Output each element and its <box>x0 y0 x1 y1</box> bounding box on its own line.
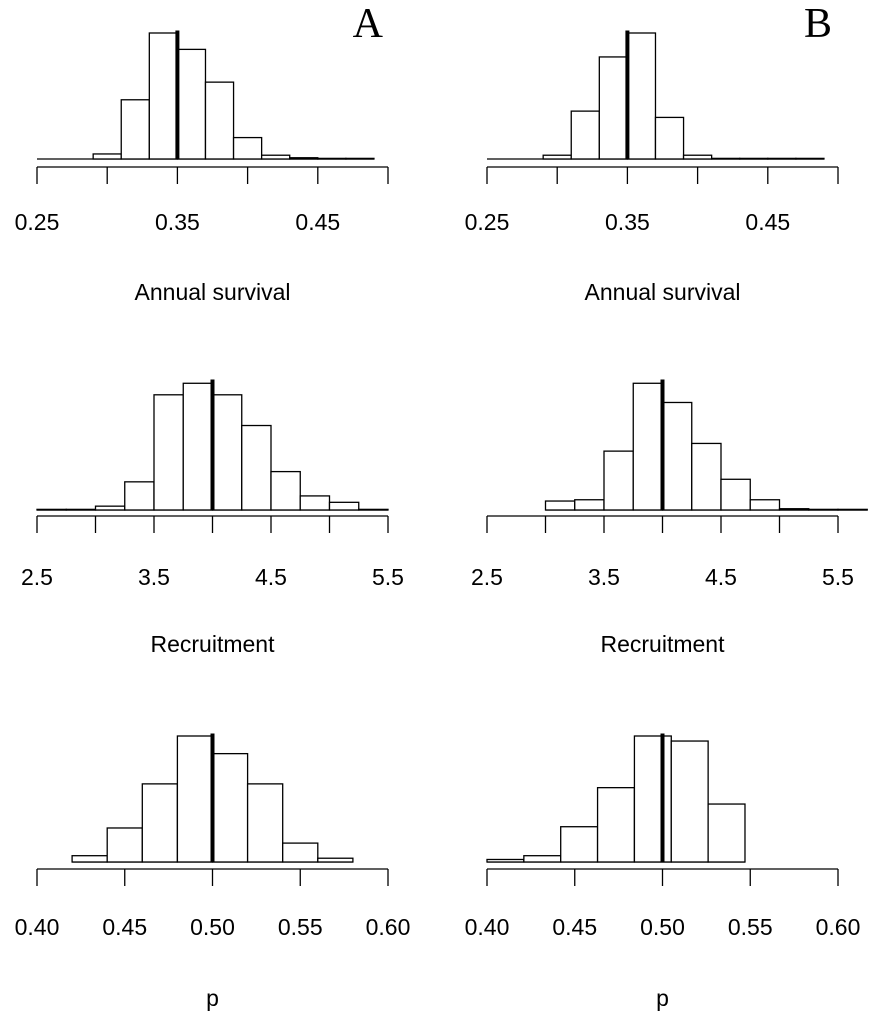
x-axis-label: Annual survival <box>585 279 741 305</box>
histogram-bar <box>808 508 839 511</box>
histogram-bar <box>682 154 713 160</box>
histogram-bar <box>204 81 235 160</box>
x-axis-label: p <box>206 985 219 1011</box>
histogram-bar <box>626 32 657 160</box>
x-tick-label: 5.5 <box>822 564 854 590</box>
histogram-bar <box>124 481 155 511</box>
x-tick-label: 0.40 <box>465 914 510 940</box>
histogram-bar <box>720 478 751 511</box>
x-tick-label: 2.5 <box>21 564 53 590</box>
histogram-bar <box>633 735 672 863</box>
histogram-bar <box>141 783 179 863</box>
histogram-bar <box>94 505 126 511</box>
x-tick-label: 4.5 <box>705 564 737 590</box>
histogram-bar <box>120 99 150 160</box>
histogram-bar <box>65 508 97 511</box>
x-tick-label: 0.40 <box>15 914 60 940</box>
x-tick-label: 0.55 <box>728 914 773 940</box>
histogram-bar <box>36 508 67 511</box>
x-tick-label: 0.60 <box>366 914 411 940</box>
x-tick-label: 0.50 <box>190 914 235 940</box>
histogram-bar <box>739 157 769 160</box>
x-tick-label: 4.5 <box>255 564 287 590</box>
histogram-bar <box>71 855 108 863</box>
x-tick-label: 0.35 <box>155 209 200 235</box>
histogram-bar <box>710 157 741 160</box>
histogram-bar <box>317 857 354 863</box>
histogram-bar <box>153 394 184 511</box>
histogram-bar <box>211 394 243 511</box>
histogram-bar <box>707 803 746 863</box>
histogram-bar <box>837 508 868 511</box>
x-axis-label: Recruitment <box>151 631 276 657</box>
histogram-bar <box>632 382 664 511</box>
histogram-bar <box>289 157 319 160</box>
histogram-bar <box>603 450 634 511</box>
histogram-bar <box>246 783 284 863</box>
histogram-bar <box>691 442 722 511</box>
x-tick-label: 0.45 <box>295 209 340 235</box>
histogram-bar <box>182 382 214 511</box>
histogram-bar <box>106 827 143 863</box>
histogram-bar <box>241 424 272 511</box>
histogram-bar <box>661 401 693 511</box>
histogram-bar <box>176 48 207 160</box>
x-tick-label: 2.5 <box>471 564 503 590</box>
x-tick-label: 0.60 <box>816 914 861 940</box>
histogram-bar <box>574 499 605 511</box>
histogram-bar <box>570 110 600 160</box>
histogram-bar <box>767 157 797 160</box>
histogram-bar <box>670 740 709 863</box>
histogram-bar <box>654 116 685 160</box>
histogram-bar <box>345 157 375 160</box>
histogram-bar <box>358 508 389 511</box>
histogram-bar <box>176 735 214 863</box>
x-axis-label: Recruitment <box>601 631 726 657</box>
histogram-bar <box>282 842 319 863</box>
x-tick-label: 0.45 <box>102 914 147 940</box>
x-tick-label: 0.45 <box>745 209 790 235</box>
x-tick-label: 0.50 <box>640 914 685 940</box>
histogram-bar <box>299 495 331 511</box>
histogram-bar <box>749 499 781 511</box>
histogram-bar <box>542 154 572 160</box>
x-axis-label: p <box>656 985 669 1011</box>
x-tick-label: 0.35 <box>605 209 650 235</box>
histogram-bar <box>560 826 599 863</box>
histogram-bar <box>795 157 825 160</box>
histogram-bar <box>232 136 263 160</box>
x-tick-label: 0.55 <box>278 914 323 940</box>
histogram-bar <box>596 787 636 863</box>
histogram-bar <box>148 32 179 160</box>
histogram-bar <box>544 500 576 511</box>
panel-label-a: A <box>353 1 384 47</box>
x-tick-label: 3.5 <box>588 564 620 590</box>
histogram-bar <box>211 752 249 863</box>
x-tick-label: 3.5 <box>138 564 170 590</box>
histogram-bar <box>598 56 629 160</box>
histogram-bar <box>328 501 360 511</box>
x-tick-label: 0.25 <box>465 209 510 235</box>
x-axis-label: Annual survival <box>135 279 291 305</box>
panel-label-b: B <box>804 1 832 47</box>
histogram-bar <box>778 508 810 511</box>
x-tick-label: 5.5 <box>372 564 404 590</box>
histogram-bar <box>270 470 301 511</box>
x-tick-label: 0.45 <box>552 914 597 940</box>
x-tick-label: 0.25 <box>15 209 60 235</box>
histogram-bar <box>260 154 291 160</box>
histogram-bar <box>523 855 562 863</box>
histogram-bar <box>92 153 122 160</box>
histogram-bar <box>317 157 347 160</box>
histogram-bar <box>486 858 525 863</box>
